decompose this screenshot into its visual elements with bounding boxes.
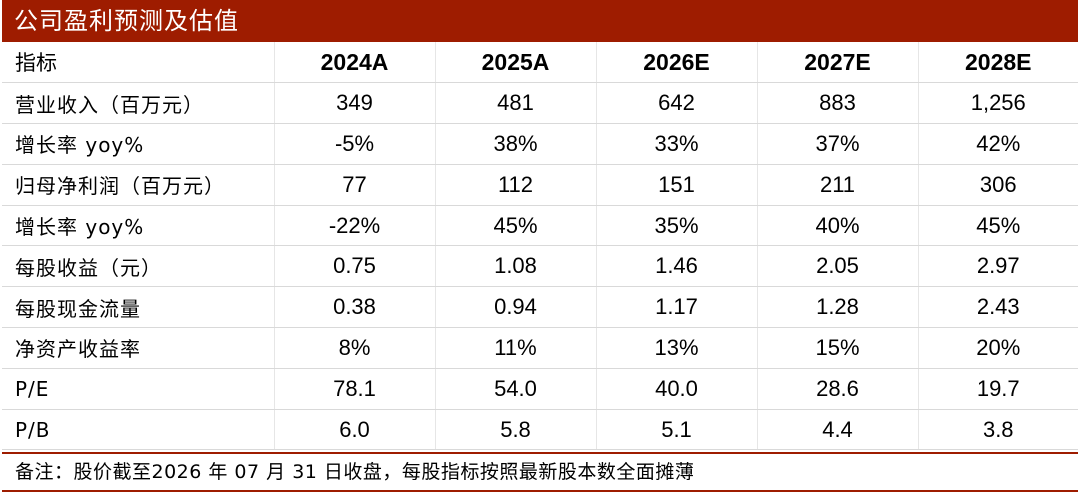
metric-value: 1.17 — [596, 286, 758, 329]
table-row: 净资产收益率 8% 11% 13% 15% 20% — [2, 327, 1078, 369]
metric-value: 349 — [274, 82, 436, 125]
metric-value: 112 — [435, 164, 597, 206]
forecast-table: 指标 2024A 2025A 2026E 2027E 2028E 营业收入（百万… — [2, 42, 1078, 451]
metric-value: 3.8 — [918, 409, 1078, 451]
metric-value: 883 — [757, 82, 919, 125]
footnote: 备注：股价截至2026 年 07 月 31 日收盘，每股指标按照最新股本数全面摊… — [2, 452, 1078, 492]
metric-value: 0.38 — [274, 286, 436, 329]
metric-value: 1.08 — [435, 245, 597, 288]
year-header: 2028E — [918, 42, 1078, 84]
metric-value: 4.4 — [757, 409, 919, 451]
metric-value: 1.46 — [596, 245, 758, 288]
year-header: 2025A — [435, 42, 597, 84]
metric-value: 6.0 — [274, 409, 436, 451]
metric-value: 642 — [596, 82, 758, 125]
metric-value: 38% — [435, 123, 597, 165]
metric-value: 54.0 — [435, 368, 597, 410]
header-row: 指标 2024A 2025A 2026E 2027E 2028E — [2, 42, 1078, 84]
metric-label: 每股收益（元） — [2, 245, 275, 288]
metric-value: 2.05 — [757, 245, 919, 288]
metric-value: 45% — [918, 205, 1078, 247]
metric-value: 33% — [596, 123, 758, 165]
label-header: 指标 — [2, 42, 275, 84]
metric-value: 77 — [274, 164, 436, 206]
metric-value: 11% — [435, 327, 597, 369]
metric-value: 1,256 — [918, 82, 1078, 125]
metric-value: 13% — [596, 327, 758, 369]
metric-value: -22% — [274, 205, 436, 247]
metric-value: 19.7 — [918, 368, 1078, 410]
table-row: 增长率 yoy% -5% 38% 33% 37% 42% — [2, 123, 1078, 165]
metric-value: 37% — [757, 123, 919, 165]
table-row: 营业收入（百万元） 349 481 642 883 1,256 — [2, 82, 1078, 125]
metric-value: 15% — [757, 327, 919, 369]
year-header: 2027E — [757, 42, 919, 84]
metric-value: 0.75 — [274, 245, 436, 288]
metric-value: 211 — [757, 164, 919, 206]
year-header: 2026E — [596, 42, 758, 84]
metric-label: 归母净利润（百万元） — [2, 164, 275, 206]
metric-label: 净资产收益率 — [2, 327, 275, 369]
metric-value: 151 — [596, 164, 758, 206]
metric-value: 40% — [757, 205, 919, 247]
metric-label: 增长率 yoy% — [2, 205, 275, 247]
table-row: 每股现金流量 0.38 0.94 1.17 1.28 2.43 — [2, 286, 1078, 329]
table-row: 每股收益（元） 0.75 1.08 1.46 2.05 2.97 — [2, 245, 1078, 288]
metric-value: 42% — [918, 123, 1078, 165]
metric-label: 增长率 yoy% — [2, 123, 275, 165]
metric-value: 40.0 — [596, 368, 758, 410]
table-row: P/E 78.1 54.0 40.0 28.6 19.7 — [2, 368, 1078, 410]
metric-value: 2.43 — [918, 286, 1078, 329]
metric-value: -5% — [274, 123, 436, 165]
table-row: 归母净利润（百万元） 77 112 151 211 306 — [2, 164, 1078, 206]
metric-value: 78.1 — [274, 368, 436, 410]
metric-label: P/E — [2, 368, 275, 410]
metric-value: 0.94 — [435, 286, 597, 329]
metric-value: 8% — [274, 327, 436, 369]
table-row: 增长率 yoy% -22% 45% 35% 40% 45% — [2, 205, 1078, 247]
metric-value: 28.6 — [757, 368, 919, 410]
metric-value: 1.28 — [757, 286, 919, 329]
metric-value: 5.1 — [596, 409, 758, 451]
metric-label: 每股现金流量 — [2, 286, 275, 329]
table-row: P/B 6.0 5.8 5.1 4.4 3.8 — [2, 409, 1078, 451]
year-header: 2024A — [274, 42, 436, 84]
metric-label: P/B — [2, 409, 275, 451]
metric-value: 45% — [435, 205, 597, 247]
metric-value: 20% — [918, 327, 1078, 369]
metric-value: 481 — [435, 82, 597, 125]
metric-value: 2.97 — [918, 245, 1078, 288]
metric-label: 营业收入（百万元） — [2, 82, 275, 125]
metric-value: 5.8 — [435, 409, 597, 451]
table-title: 公司盈利预测及估值 — [2, 0, 1078, 42]
metric-value: 306 — [918, 164, 1078, 206]
metric-value: 35% — [596, 205, 758, 247]
